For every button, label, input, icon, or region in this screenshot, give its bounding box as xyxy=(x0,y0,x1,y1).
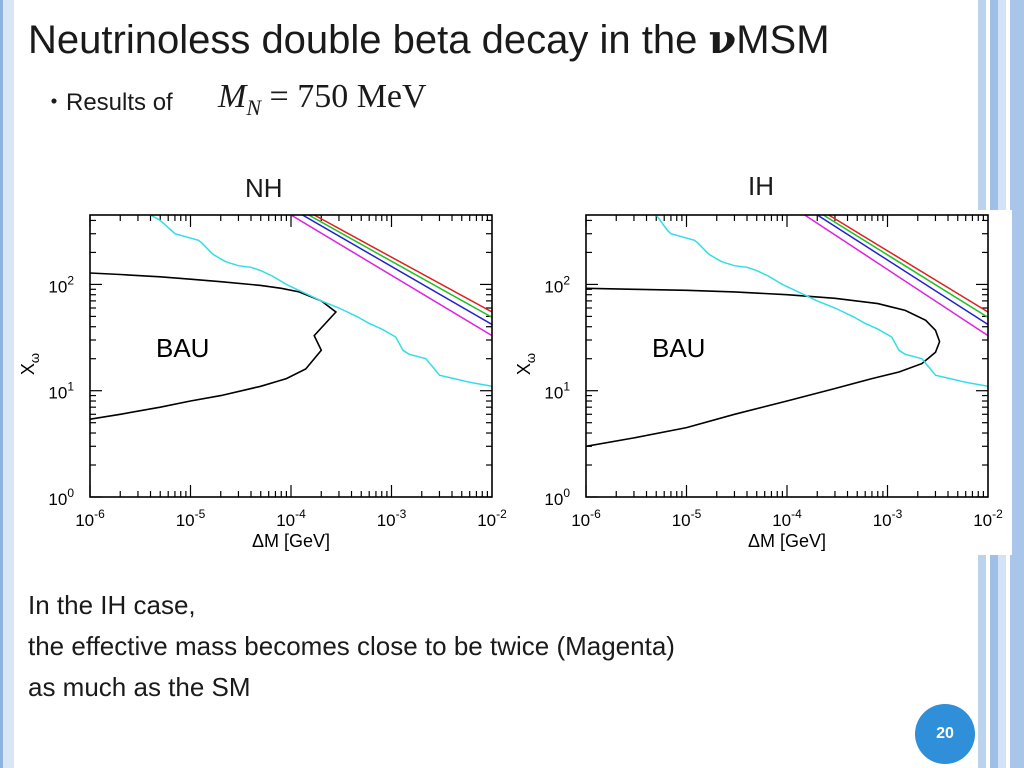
caption-line-3: as much as the SM xyxy=(28,672,251,702)
title-suffix: MSM xyxy=(736,18,830,62)
left-decorative-border xyxy=(0,0,14,768)
x-tick-label: 10-5 xyxy=(176,507,206,530)
x-tick-label: 10-2 xyxy=(477,507,507,530)
title-nu: ν xyxy=(708,16,737,63)
series-group xyxy=(90,215,492,420)
formula-sub: N xyxy=(246,94,262,120)
series-green-line xyxy=(823,215,988,319)
series-red-line xyxy=(313,215,492,313)
x-tick-label: 10-6 xyxy=(75,507,105,530)
series-black-line xyxy=(90,272,338,420)
series-red-line xyxy=(828,215,988,313)
x-tick-label: 10-5 xyxy=(672,507,702,530)
x-tick-label: 10-2 xyxy=(973,507,1003,530)
y-axis-label: Xω xyxy=(514,353,538,375)
bullet-icon: ・ xyxy=(42,89,66,116)
bullet-line: ・Results of xyxy=(42,82,173,117)
series-blue-line xyxy=(816,215,988,326)
series-group xyxy=(586,215,988,448)
series-cyan-line xyxy=(150,215,492,388)
panel-label-nh: NH xyxy=(245,173,283,203)
x-tick-label: 10-3 xyxy=(377,507,407,530)
series-magenta-line xyxy=(804,215,988,337)
series-green-line xyxy=(308,215,492,319)
tick-marks xyxy=(585,215,988,498)
x-tick-label: 10-4 xyxy=(772,507,802,530)
title-prefix: Neutrinoless double beta decay in the xyxy=(28,18,709,62)
x-tick-label: 10-4 xyxy=(276,507,306,530)
caption-line-2: the effective mass becomes close to be t… xyxy=(28,631,675,661)
caption-line-1: In the IH case, xyxy=(28,590,196,620)
series-blue-line xyxy=(302,215,492,326)
x-tick-label: 10-6 xyxy=(571,507,601,530)
formula-value: = 750 MeV xyxy=(261,78,427,115)
y-tick-label: 100 xyxy=(48,486,74,509)
plot-frame xyxy=(585,214,989,498)
series-magenta-line xyxy=(290,215,492,337)
page-number-badge: 20 xyxy=(915,704,975,764)
panel-label-ih: IH xyxy=(748,171,774,201)
y-tick-label: 101 xyxy=(544,380,570,403)
slide-title: Neutrinoless double beta decay in the νM… xyxy=(28,16,830,63)
subtitle-text: Results of xyxy=(66,89,173,116)
x-tick-label: 10-3 xyxy=(873,507,903,530)
x-axis-label: ΔM [GeV] xyxy=(252,531,330,551)
bau-annotation: BAU xyxy=(652,333,705,363)
y-tick-label: 102 xyxy=(544,273,570,296)
y-tick-label: 100 xyxy=(544,486,570,509)
x-axis-label: ΔM [GeV] xyxy=(748,531,826,551)
plot-frame xyxy=(89,214,493,498)
y-tick-label: 102 xyxy=(48,273,74,296)
bau-annotation: BAU xyxy=(156,333,209,363)
y-tick-label: 101 xyxy=(48,380,74,403)
mass-formula: MN = 750 MeV xyxy=(218,78,427,121)
y-axis-label: Xω xyxy=(18,353,42,375)
series-black-line xyxy=(586,287,941,448)
series-cyan-line xyxy=(655,215,988,388)
formula-m: M xyxy=(218,78,247,115)
